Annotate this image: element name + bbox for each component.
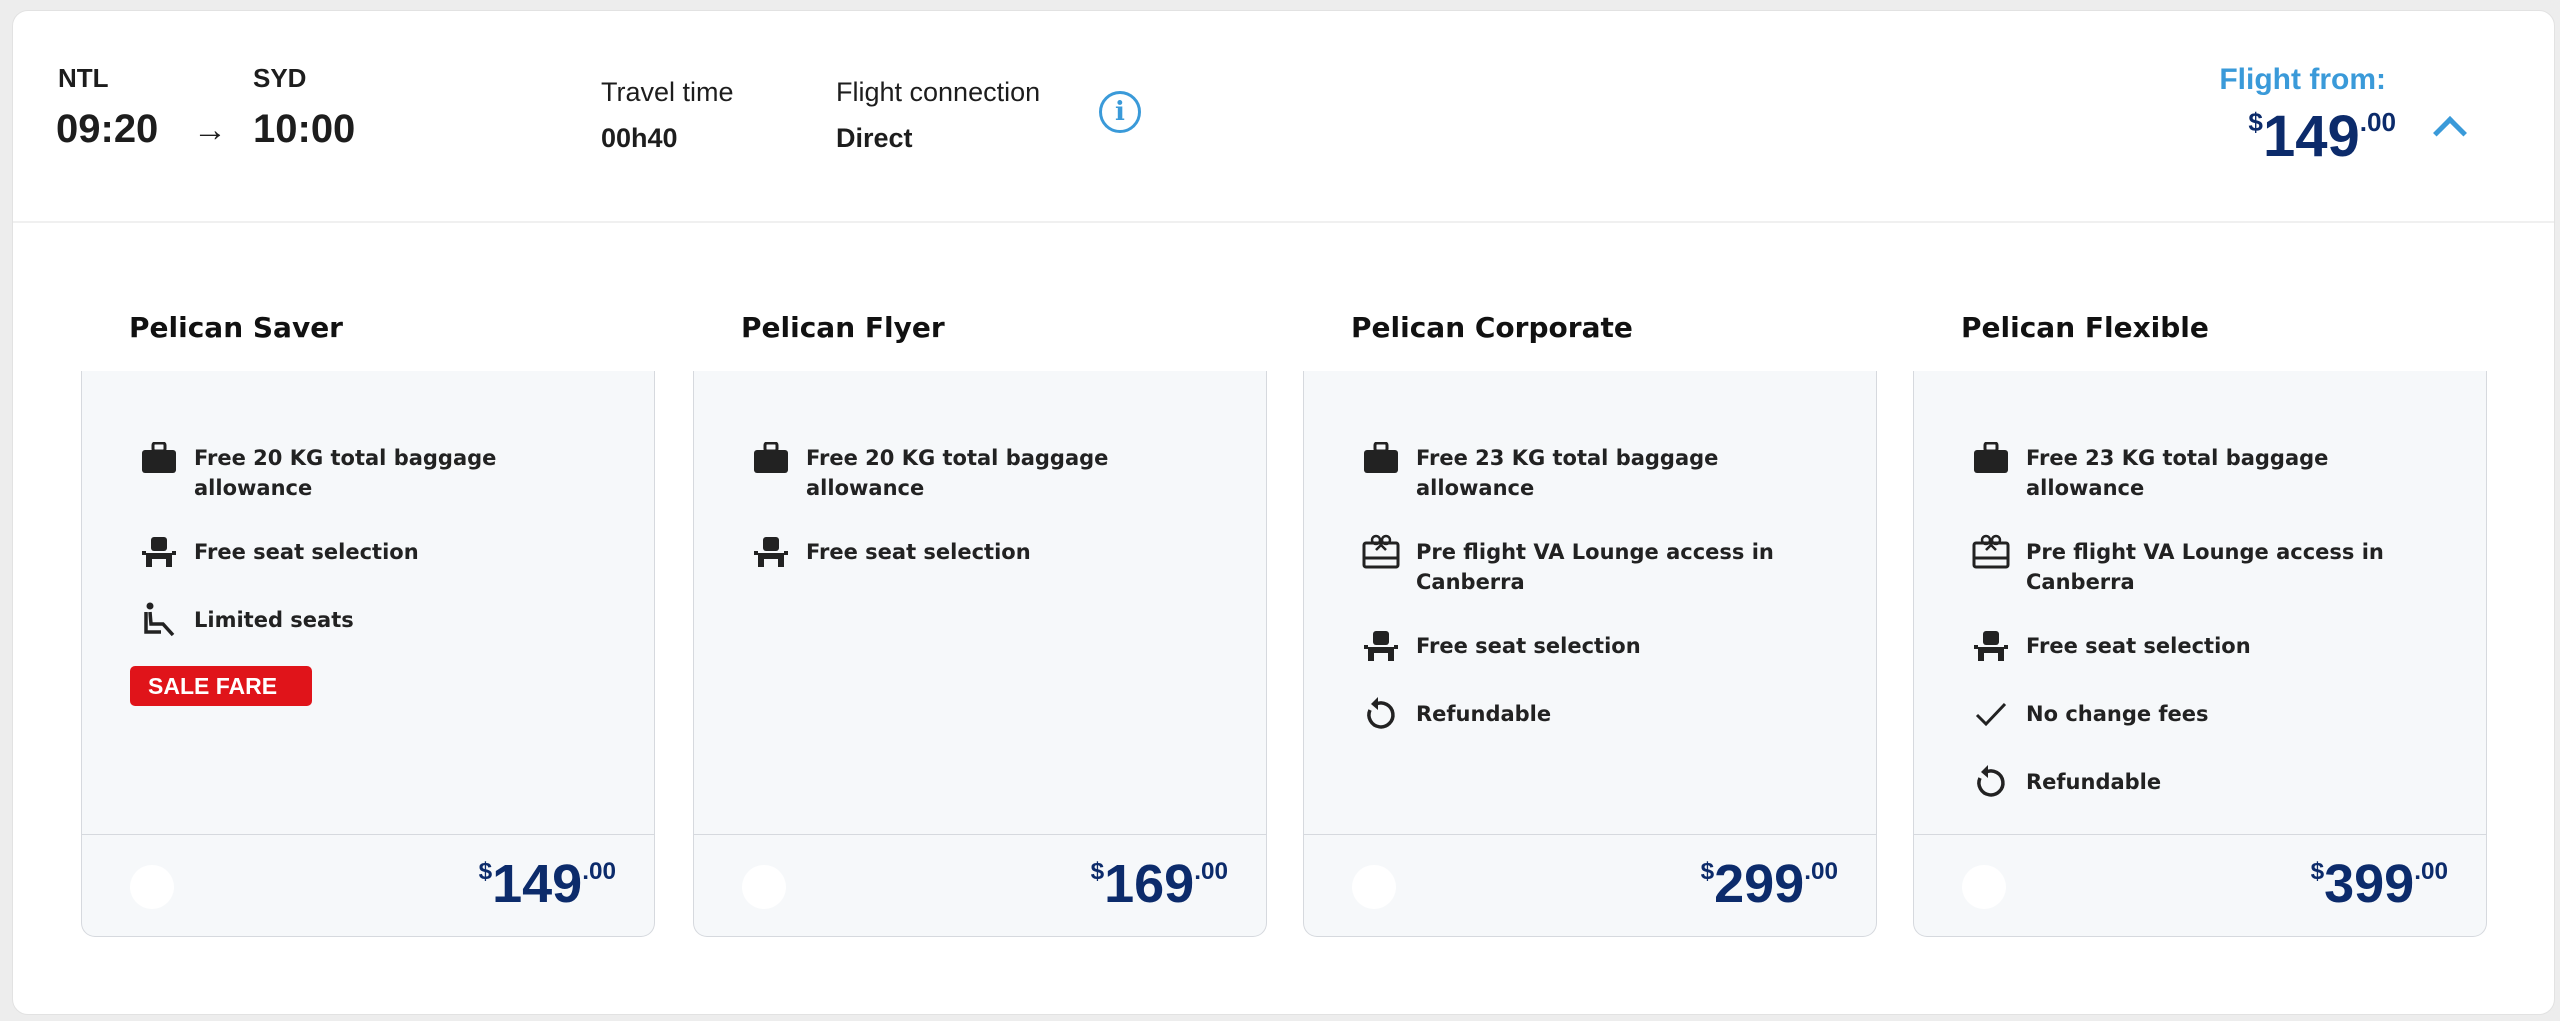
feature-text: Free seat selection	[1416, 634, 1641, 658]
feature-item: Free 23 KG total baggage allowance	[1972, 439, 2466, 503]
travel-time-value: 00h40	[601, 123, 678, 153]
flight-from-price: $149.00	[2248, 103, 2396, 170]
feature-list: Free 23 KG total baggage allowance Pre fl…	[1972, 439, 2466, 801]
feature-list: Free 23 KG total baggage allowance Pre fl…	[1362, 439, 1856, 733]
fare-card-footer: $149.00	[82, 834, 654, 936]
fare-title: Pelican Corporate	[1351, 311, 1633, 344]
fare-title: Pelican Saver	[129, 311, 343, 344]
baggage-icon	[1972, 439, 2010, 477]
price-cents: .00	[2359, 107, 2396, 138]
departure-time: 09:20	[56, 107, 159, 151]
lounge-icon	[1362, 533, 1400, 571]
feature-text: Free seat selection	[194, 540, 419, 564]
travel-time-label: Travel time	[601, 77, 734, 107]
seat-icon	[140, 533, 178, 571]
flight-summary-header[interactable]: NTL SYD 09:20 → 10:00 Travel time 00h40 …	[13, 11, 2554, 223]
fare-select-radio[interactable]	[130, 865, 174, 909]
fare-card-0[interactable]: Free 20 KG total baggage allowance Free s…	[81, 371, 655, 937]
arrow-icon: →	[193, 111, 227, 149]
feature-item: Free seat selection	[140, 533, 634, 571]
price-cents: .00	[1804, 857, 1838, 885]
feature-text: Free 20 KG total baggage allowance	[806, 446, 1109, 500]
feature-item: Free seat selection	[1362, 627, 1856, 665]
fare-card-2[interactable]: Free 23 KG total baggage allowance Pre fl…	[1303, 371, 1877, 937]
feature-item: Pre flight VA Lounge access in Canberra	[1972, 533, 2466, 597]
feature-item: No change fees	[1972, 695, 2466, 733]
currency-symbol: $	[478, 857, 493, 885]
fare-select-radio[interactable]	[1352, 865, 1396, 909]
feature-text: Free seat selection	[2026, 634, 2251, 658]
feature-item: Free 20 KG total baggage allowance	[752, 439, 1246, 503]
feature-item: Limited seats	[140, 601, 634, 639]
fare-card-footer: $169.00	[694, 834, 1266, 936]
price-whole: 149	[492, 854, 583, 914]
feature-item: Free 23 KG total baggage allowance	[1362, 439, 1856, 503]
price-whole: 169	[1104, 854, 1195, 914]
feature-item: Free 20 KG total baggage allowance	[140, 439, 634, 503]
price-whole: 149	[2262, 104, 2360, 169]
fare-card-3[interactable]: Free 23 KG total baggage allowance Pre fl…	[1913, 371, 2487, 937]
seat-icon	[1362, 627, 1400, 665]
flight-result-card: NTL SYD 09:20 → 10:00 Travel time 00h40 …	[12, 10, 2555, 1015]
currency-symbol: $	[2248, 107, 2263, 138]
feature-text: Free 23 KG total baggage allowance	[1416, 446, 1719, 500]
seat-icon	[752, 533, 790, 571]
feature-text: Refundable	[2026, 770, 2162, 794]
feature-text: Free seat selection	[806, 540, 1031, 564]
fare-price: $299.00	[1701, 853, 1838, 915]
feature-text: Pre flight VA Lounge access in Canberra	[1416, 540, 1774, 594]
feature-item: Free seat selection	[752, 533, 1246, 571]
refund-icon	[1972, 763, 2010, 801]
lounge-icon	[1972, 533, 2010, 571]
feature-item: Pre flight VA Lounge access in Canberra	[1362, 533, 1856, 597]
destination-code: SYD	[253, 63, 307, 93]
feature-list: Free 20 KG total baggage allowance Free s…	[140, 439, 634, 639]
price-cents: .00	[1194, 857, 1228, 885]
fare-price: $149.00	[479, 853, 616, 915]
fare-price: $399.00	[2311, 853, 2448, 915]
chevron-up-icon[interactable]	[2433, 116, 2467, 150]
reclined-passenger-icon	[140, 601, 178, 639]
fare-card-1[interactable]: Free 20 KG total baggage allowance Free s…	[693, 371, 1267, 937]
fare-select-radio[interactable]	[1962, 865, 2006, 909]
feature-text: Refundable	[1416, 702, 1552, 726]
currency-symbol: $	[1700, 857, 1715, 885]
feature-text: Pre flight VA Lounge access in Canberra	[2026, 540, 2384, 594]
baggage-icon	[140, 439, 178, 477]
feature-item: Refundable	[1362, 695, 1856, 733]
origin-code: NTL	[58, 63, 109, 93]
fare-card-footer: $399.00	[1914, 834, 2486, 936]
sale-fare-badge: SALE FARE	[130, 666, 312, 706]
feature-item: Refundable	[1972, 763, 2466, 801]
feature-text: Free 23 KG total baggage allowance	[2026, 446, 2329, 500]
seat-icon	[1972, 627, 2010, 665]
info-circle-icon[interactable]: i	[1099, 91, 1141, 133]
feature-item: Free seat selection	[1972, 627, 2466, 665]
fare-title: Pelican Flexible	[1961, 311, 2209, 344]
connection-label: Flight connection	[836, 77, 1041, 107]
connection-value: Direct	[836, 123, 913, 153]
fare-card-footer: $299.00	[1304, 834, 1876, 936]
currency-symbol: $	[2310, 857, 2325, 885]
baggage-icon	[752, 439, 790, 477]
price-whole: 399	[2324, 854, 2415, 914]
fare-select-radio[interactable]	[742, 865, 786, 909]
check-icon	[1972, 695, 2010, 733]
feature-text: No change fees	[2026, 702, 2209, 726]
fare-price: $169.00	[1091, 853, 1228, 915]
refund-icon	[1362, 695, 1400, 733]
price-cents: .00	[582, 857, 616, 885]
flight-from-label: Flight from:	[2219, 63, 2386, 96]
currency-symbol: $	[1090, 857, 1105, 885]
feature-text: Limited seats	[194, 608, 354, 632]
price-whole: 299	[1714, 854, 1805, 914]
baggage-icon	[1362, 439, 1400, 477]
feature-list: Free 20 KG total baggage allowance Free s…	[752, 439, 1246, 571]
fare-title: Pelican Flyer	[741, 311, 945, 344]
price-cents: .00	[2414, 857, 2448, 885]
arrival-time: 10:00	[253, 107, 356, 151]
feature-text: Free 20 KG total baggage allowance	[194, 446, 497, 500]
